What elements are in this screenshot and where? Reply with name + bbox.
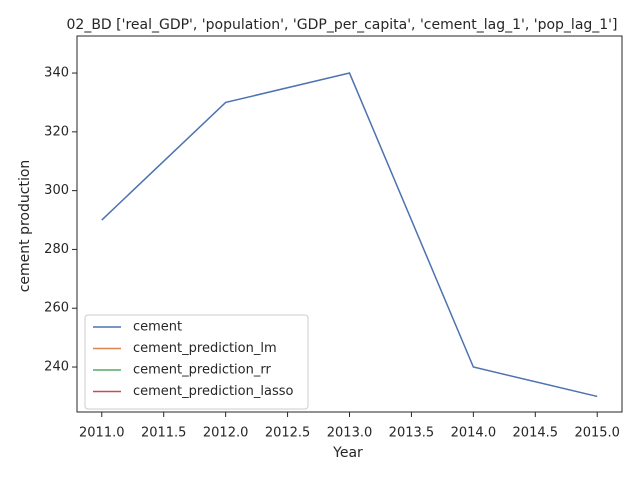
x-tick-label: 2015.0 <box>574 426 620 441</box>
x-tick-label: 2012.5 <box>265 426 311 441</box>
legend-label: cement_prediction_rr <box>133 363 271 378</box>
y-tick-label: 280 <box>44 242 69 257</box>
legend-label: cement_prediction_lm <box>133 341 277 356</box>
legend-label: cement_prediction_lasso <box>133 384 293 399</box>
chart-title: 02_BD ['real_GDP', 'population', 'GDP_pe… <box>67 17 618 33</box>
x-axis-label: Year <box>332 445 363 461</box>
y-tick-label: 260 <box>44 301 69 316</box>
x-tick-label: 2014.0 <box>451 426 497 441</box>
y-axis-label: cement production <box>17 160 33 293</box>
y-tick-label: 300 <box>44 183 69 198</box>
x-tick-label: 2013.0 <box>327 426 373 441</box>
x-tick-label: 2012.0 <box>203 426 249 441</box>
legend-box <box>84 314 309 410</box>
y-tick-label: 320 <box>44 124 69 139</box>
y-tick-label: 240 <box>44 360 69 375</box>
y-tick-label: 340 <box>44 66 69 81</box>
line <box>101 72 598 398</box>
x-tick-label: 2011.5 <box>141 426 187 441</box>
legend-label: cement <box>133 320 182 335</box>
axes-frame <box>76 35 623 413</box>
x-tick-label: 2014.5 <box>513 426 559 441</box>
x-tick-label: 2013.5 <box>389 426 435 441</box>
x-tick-label: 2011.0 <box>79 426 125 441</box>
